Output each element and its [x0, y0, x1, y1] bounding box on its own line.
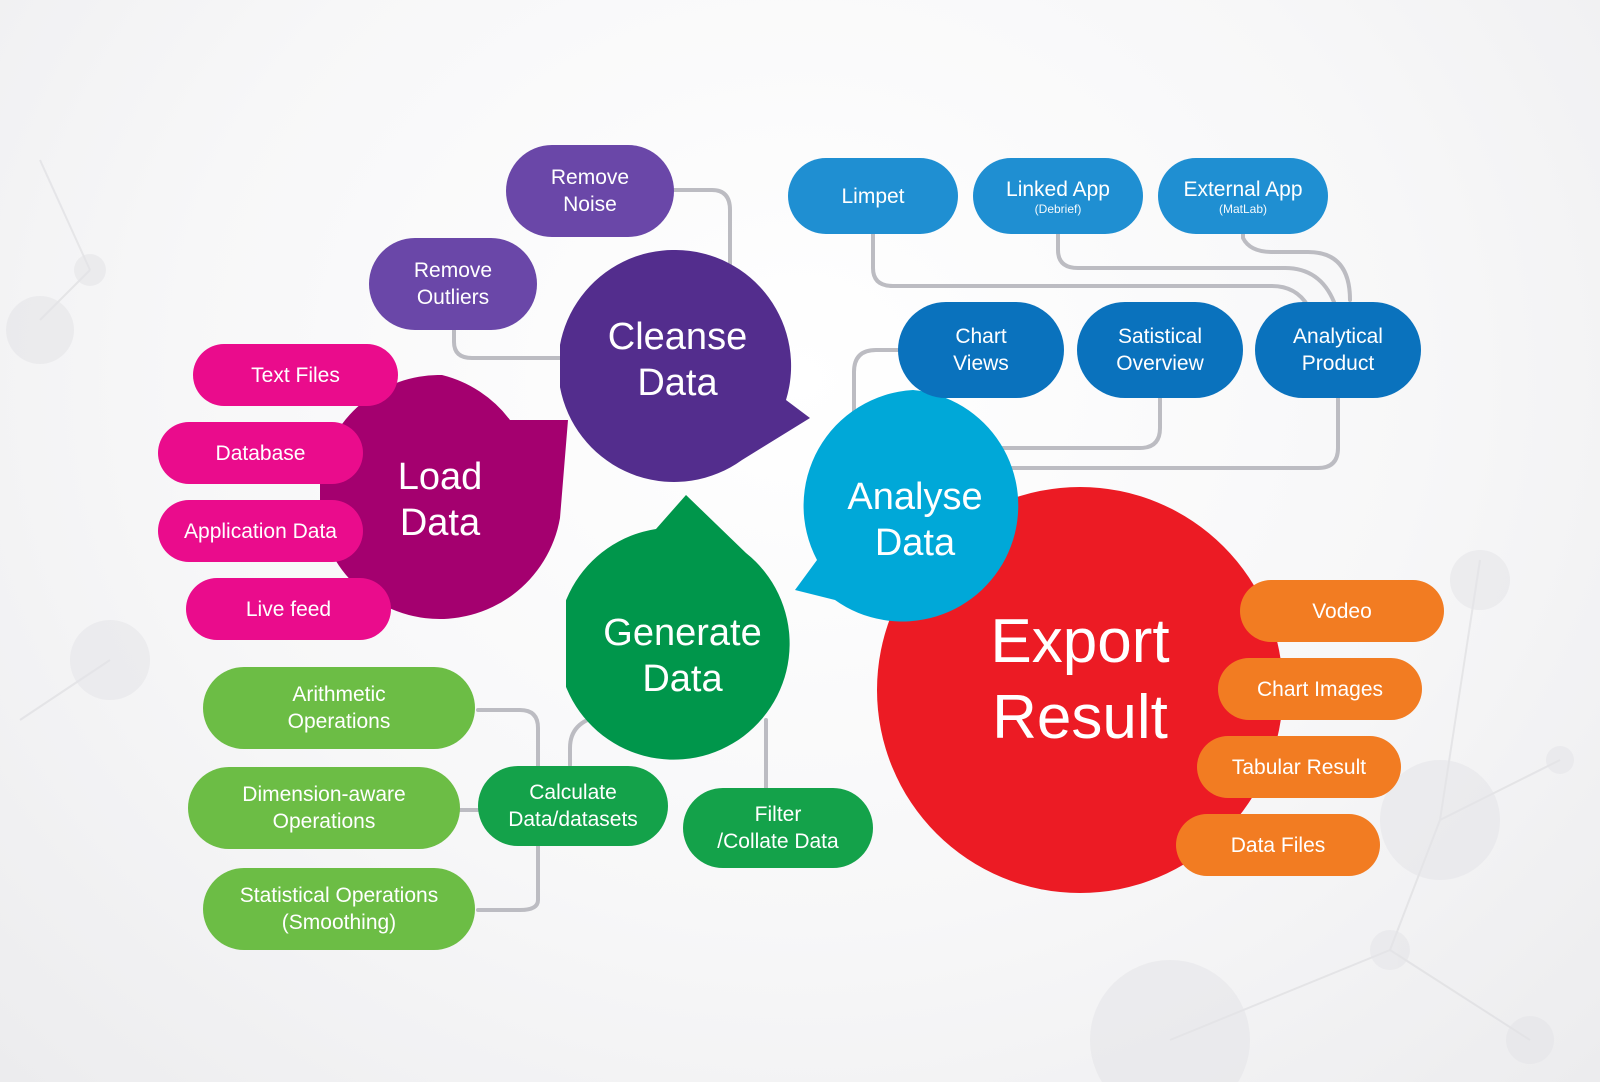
export-result-hub[interactable]: Export Result: [990, 607, 1170, 752]
load-item-text-files[interactable]: Text Files: [193, 344, 398, 406]
load-item-application-data[interactable]: Application Data: [158, 500, 363, 562]
cleanse-item-remove-noise[interactable]: Remove Noise: [506, 145, 674, 237]
generate-op-arithmetic[interactable]: Arithmetic Operations: [203, 667, 475, 749]
analyse-tool-label: External App: [1183, 178, 1303, 201]
export-item-video[interactable]: Vodeo: [1240, 580, 1444, 642]
generate-item-filter[interactable]: Filter /Collate Data: [683, 788, 873, 868]
analyse-data-hub-shape: [795, 390, 1019, 622]
analyse-item-statistical-overview[interactable]: Satistical Overview: [1077, 302, 1243, 398]
analyse-tool-linked-app[interactable]: Linked App (Debrief): [973, 158, 1143, 234]
generate-item-calculate[interactable]: Calculate Data/datasets: [478, 766, 668, 846]
export-item-tabular-result[interactable]: Tabular Result: [1197, 736, 1401, 798]
generate-op-statistical[interactable]: Statistical Operations (Smoothing): [203, 868, 475, 950]
generate-op-dimension-aware[interactable]: Dimension-aware Operations: [188, 767, 460, 849]
analyse-item-chart-views[interactable]: Chart Views: [898, 302, 1064, 398]
analyse-data-hub[interactable]: Analyse Data: [847, 476, 983, 564]
analyse-tool-limpet[interactable]: Limpet: [788, 158, 958, 234]
generate-data-hub-shape: [566, 495, 790, 760]
export-item-data-files[interactable]: Data Files: [1176, 814, 1380, 876]
analyse-item-analytical-product[interactable]: Analytical Product: [1255, 302, 1421, 398]
analyse-tool-label: Linked App: [1006, 178, 1110, 201]
load-data-hub-shape: [320, 375, 568, 619]
cleanse-data-hub[interactable]: Cleanse Data: [607, 316, 748, 404]
analyse-tool-label: Limpet: [841, 184, 905, 208]
cleanse-data-hub-shape: [560, 250, 810, 482]
load-item-live-feed[interactable]: Live feed: [186, 578, 391, 640]
export-item-chart-images[interactable]: Chart Images: [1218, 658, 1422, 720]
analyse-tool-sublabel: (Debrief): [1034, 202, 1082, 216]
generate-data-hub[interactable]: Generate Data: [603, 612, 762, 700]
analyse-tool-sublabel: (MatLab): [1218, 202, 1268, 216]
cleanse-item-remove-outliers[interactable]: Remove Outliers: [369, 238, 537, 330]
load-data-hub[interactable]: Load Data: [397, 456, 483, 544]
load-item-database[interactable]: Database: [158, 422, 363, 484]
analyse-tool-external-app[interactable]: External App (MatLab): [1158, 158, 1328, 234]
